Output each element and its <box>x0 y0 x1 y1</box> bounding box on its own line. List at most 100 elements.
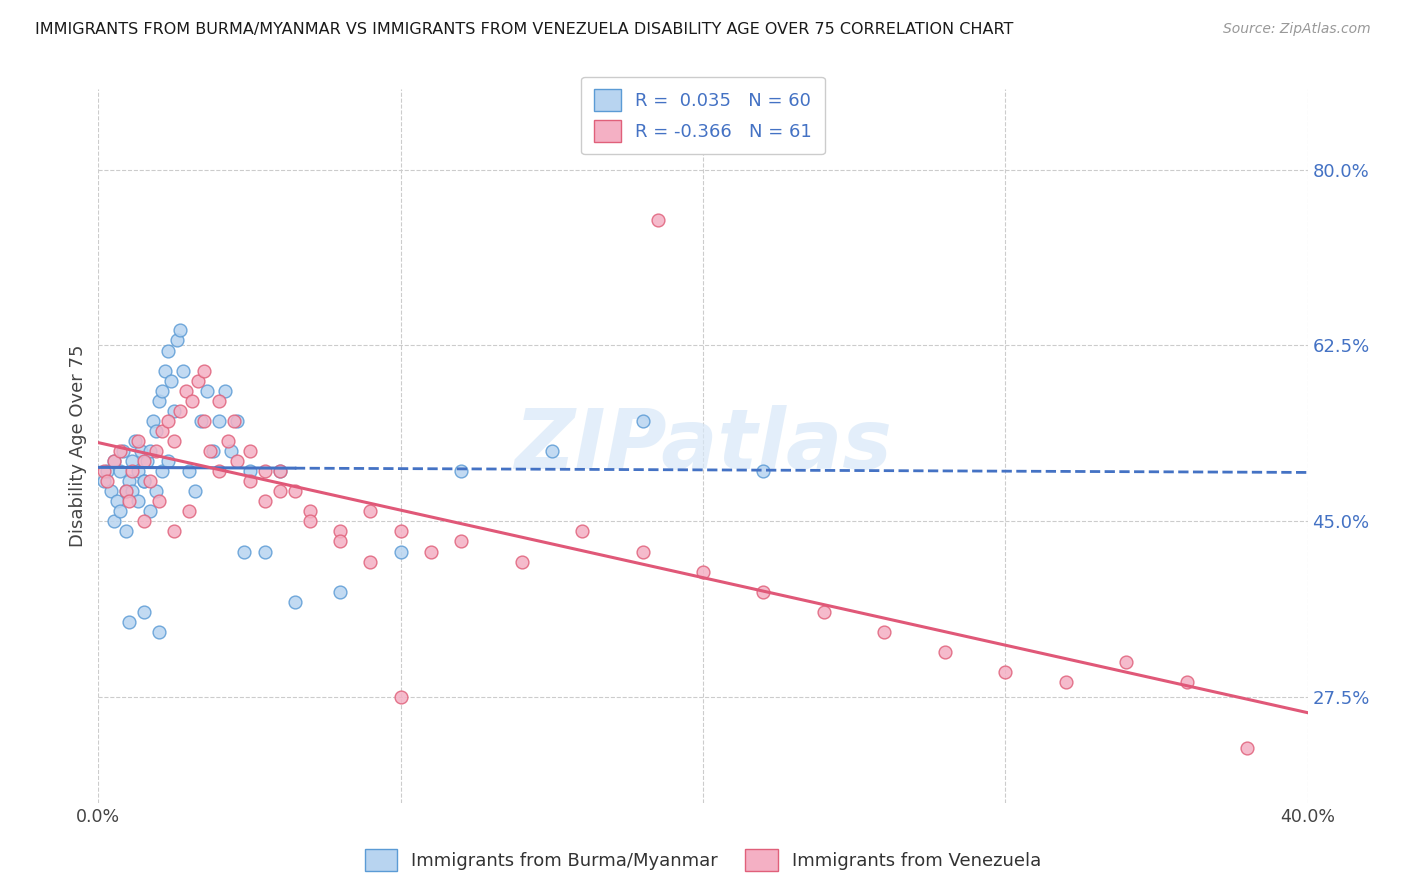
Text: Source: ZipAtlas.com: Source: ZipAtlas.com <box>1223 22 1371 37</box>
Point <box>148 494 170 508</box>
Point <box>114 484 136 499</box>
Point <box>284 595 307 609</box>
Point <box>93 464 115 478</box>
Point <box>105 494 128 508</box>
Point <box>169 323 191 337</box>
Point <box>103 454 125 468</box>
Point <box>121 454 143 468</box>
Point <box>163 434 186 448</box>
Text: ZIPatlas: ZIPatlas <box>515 406 891 486</box>
Point <box>571 524 593 539</box>
Point <box>132 474 155 488</box>
Point <box>160 374 183 388</box>
Point <box>200 444 222 458</box>
Point <box>184 484 207 499</box>
Point <box>179 464 201 478</box>
Point <box>132 605 155 619</box>
Legend: Immigrants from Burma/Myanmar, Immigrants from Venezuela: Immigrants from Burma/Myanmar, Immigrant… <box>357 842 1049 879</box>
Point <box>450 464 472 478</box>
Point <box>127 464 149 478</box>
Point <box>187 374 209 388</box>
Point <box>299 504 322 518</box>
Point <box>813 605 835 619</box>
Point <box>253 494 276 508</box>
Point <box>96 474 118 488</box>
Point <box>181 393 204 408</box>
Point <box>163 524 186 539</box>
Point <box>221 444 243 458</box>
Point <box>269 484 291 499</box>
Point <box>214 384 236 398</box>
Point <box>873 624 896 639</box>
Point <box>150 384 173 398</box>
Point <box>139 474 162 488</box>
Point <box>269 464 291 478</box>
Point <box>150 424 173 438</box>
Point <box>96 464 118 478</box>
Point <box>226 414 249 428</box>
Point <box>299 515 322 529</box>
Point <box>118 494 141 508</box>
Point <box>114 484 136 499</box>
Point <box>329 584 352 599</box>
Point <box>752 584 775 599</box>
Point <box>540 444 562 458</box>
Point <box>647 212 669 227</box>
Point <box>208 414 231 428</box>
Point <box>224 414 246 428</box>
Point <box>179 504 201 518</box>
Point <box>145 424 167 438</box>
Point <box>169 404 191 418</box>
Point <box>132 515 155 529</box>
Point <box>232 544 254 558</box>
Point <box>145 444 167 458</box>
Point <box>121 484 143 499</box>
Y-axis label: Disability Age Over 75: Disability Age Over 75 <box>69 344 87 548</box>
Point <box>208 393 231 408</box>
Point <box>752 464 775 478</box>
Point <box>239 464 262 478</box>
Point <box>135 454 157 468</box>
Text: IMMIGRANTS FROM BURMA/MYANMAR VS IMMIGRANTS FROM VENEZUELA DISABILITY AGE OVER 7: IMMIGRANTS FROM BURMA/MYANMAR VS IMMIGRA… <box>35 22 1014 37</box>
Point <box>148 624 170 639</box>
Point <box>269 464 291 478</box>
Point <box>217 434 239 448</box>
Point <box>1236 740 1258 755</box>
Point <box>329 534 352 549</box>
Point <box>172 363 194 377</box>
Point <box>420 544 443 558</box>
Point <box>239 474 262 488</box>
Point <box>450 534 472 549</box>
Point <box>1115 655 1137 669</box>
Point <box>114 524 136 539</box>
Point <box>190 414 212 428</box>
Point <box>202 444 225 458</box>
Point <box>284 484 307 499</box>
Point <box>108 504 131 518</box>
Point <box>139 504 162 518</box>
Point <box>93 474 115 488</box>
Point <box>132 474 155 488</box>
Point <box>934 645 956 659</box>
Point <box>103 515 125 529</box>
Point <box>153 363 176 377</box>
Point <box>118 474 141 488</box>
Point <box>142 414 165 428</box>
Point <box>148 393 170 408</box>
Point <box>1175 675 1198 690</box>
Point <box>124 434 146 448</box>
Point <box>129 444 152 458</box>
Point <box>253 544 276 558</box>
Point <box>389 690 412 705</box>
Point <box>111 444 134 458</box>
Point <box>208 464 231 478</box>
Point <box>994 665 1017 680</box>
Point <box>103 454 125 468</box>
Point <box>389 524 412 539</box>
Point <box>1054 675 1077 690</box>
Point <box>139 444 162 458</box>
Point <box>195 384 218 398</box>
Point <box>108 464 131 478</box>
Point <box>100 484 122 499</box>
Legend: R =  0.035   N = 60, R = -0.366   N = 61: R = 0.035 N = 60, R = -0.366 N = 61 <box>581 77 825 154</box>
